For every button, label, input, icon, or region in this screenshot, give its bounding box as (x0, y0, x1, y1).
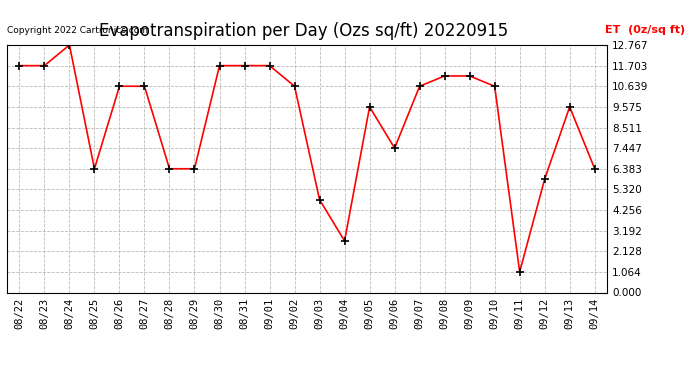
Text: Copyright 2022 Cartronics.com: Copyright 2022 Cartronics.com (7, 26, 148, 35)
Text: ET  (0z/sq ft): ET (0z/sq ft) (605, 25, 685, 35)
Text: Evapotranspiration per Day (Ozs sq/ft) 20220915: Evapotranspiration per Day (Ozs sq/ft) 2… (99, 22, 509, 40)
